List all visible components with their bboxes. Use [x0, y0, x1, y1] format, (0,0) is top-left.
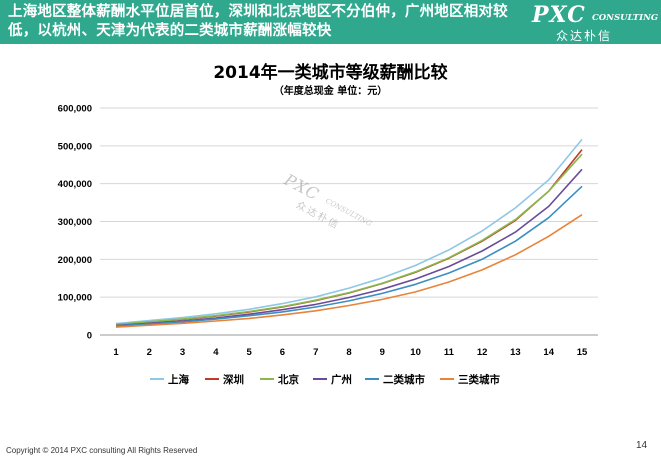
y-tick-label: 600,000	[58, 104, 92, 115]
x-tick-label: 5	[246, 347, 252, 358]
series-line-上海	[115, 138, 583, 325]
series-line-二类城市	[115, 185, 583, 327]
legend-label: 北京	[278, 373, 299, 386]
legend-label: 三类城市	[458, 373, 500, 386]
y-tick-label: 100,000	[58, 293, 92, 304]
header-banner: 上海地区整体薪酬水平位居首位，深圳和北京地区不分伯仲，广州地区相对较低，以杭州、…	[0, 0, 661, 44]
page-number: 14	[636, 440, 648, 451]
x-tick-label: 3	[180, 347, 185, 358]
logo-cn-text: 众达朴信	[556, 29, 613, 43]
x-tick-label: 13	[510, 347, 521, 358]
x-tick-label: 12	[477, 347, 488, 358]
y-tick-label: 200,000	[58, 255, 92, 266]
x-tick-label: 11	[444, 347, 455, 358]
logo-main-text: PXC	[532, 2, 586, 28]
x-tick-label: 14	[543, 347, 554, 358]
x-tick-label: 9	[380, 347, 385, 358]
series-line-三类城市	[115, 214, 583, 328]
x-tick-label: 10	[410, 347, 421, 358]
legend-label: 二类城市	[383, 373, 425, 386]
x-tick-label: 4	[213, 347, 219, 358]
copyright-text: Copyright © 2014 PXC consulting All Righ…	[6, 446, 198, 455]
x-tick-label: 1	[113, 347, 119, 358]
x-tick-label: 2	[147, 347, 152, 358]
x-tick-label: 7	[313, 347, 318, 358]
y-tick-label: 400,000	[58, 179, 92, 190]
legend-label: 上海	[168, 373, 189, 386]
series-line-广州	[115, 168, 583, 327]
x-tick-label: 8	[346, 347, 351, 358]
legend-label: 深圳	[223, 373, 244, 386]
page-title: 上海地区整体薪酬水平位居首位，深圳和北京地区不分伯仲，广州地区相对较低，以杭州、…	[8, 4, 508, 39]
y-tick-label: 500,000	[58, 141, 92, 152]
x-tick-label: 15	[577, 347, 588, 358]
series-line-北京	[115, 153, 583, 326]
legend-label: 广州	[331, 373, 352, 386]
y-tick-label: 300,000	[58, 217, 92, 228]
x-tick-label: 6	[280, 347, 285, 358]
chart-subtitle: （年度总现金 单位：元）	[273, 86, 388, 97]
chart-title: 2014年一类城市等级薪酬比较	[213, 63, 448, 83]
y-tick-label: 0	[87, 331, 92, 342]
logo-sub-text: CONSULTING	[592, 13, 659, 23]
pxc-logo: PXC CONSULTING 众达朴信	[528, 2, 659, 43]
